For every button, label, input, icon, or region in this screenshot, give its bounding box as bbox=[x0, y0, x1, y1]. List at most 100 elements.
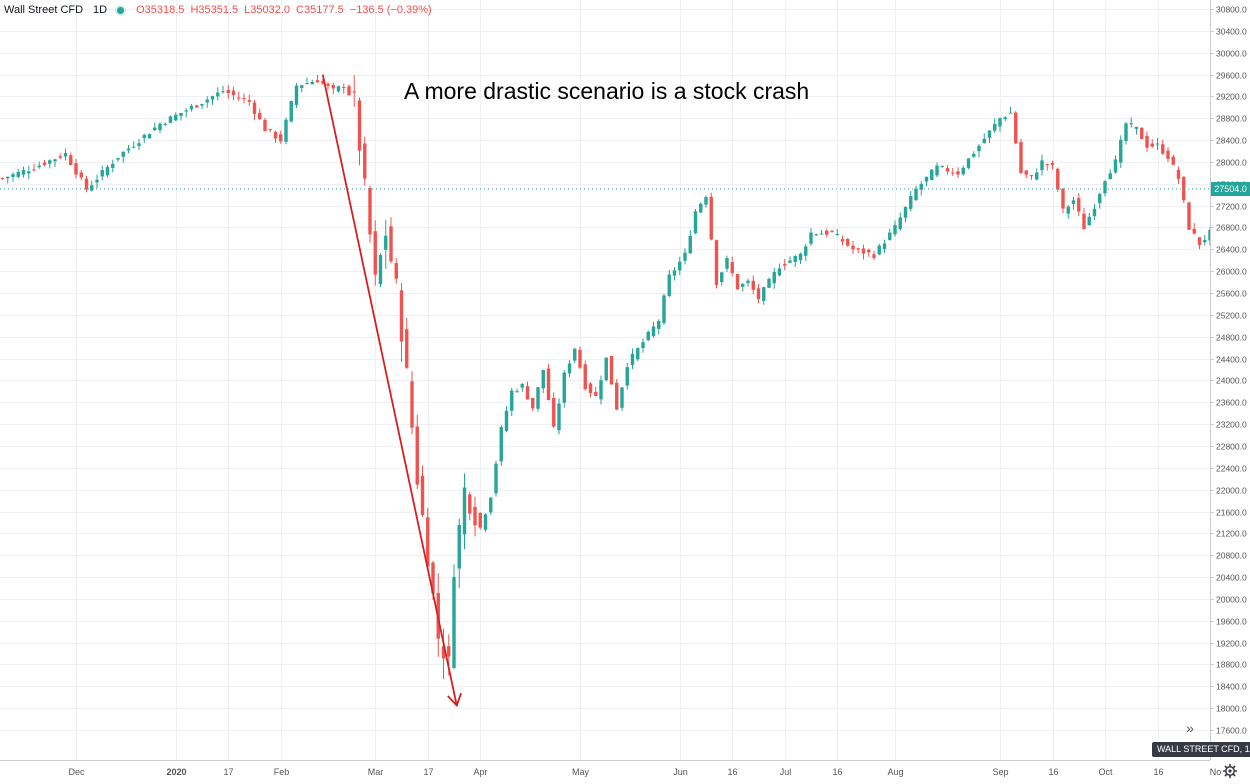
candle bbox=[69, 152, 73, 166]
time-tick-label: No bbox=[1210, 767, 1222, 777]
candle-body bbox=[515, 391, 519, 393]
candle-body bbox=[835, 233, 839, 236]
time-tick-label: Mar bbox=[368, 767, 384, 777]
price-tick-label: 18400.0 bbox=[1216, 682, 1247, 692]
candle bbox=[546, 363, 551, 401]
candle bbox=[515, 388, 519, 393]
candle bbox=[126, 145, 131, 154]
candle bbox=[1119, 135, 1123, 169]
candle bbox=[11, 172, 15, 182]
price-tick-label: 17600.0 bbox=[1216, 726, 1247, 736]
candle bbox=[709, 192, 713, 241]
candle-body bbox=[725, 258, 729, 269]
candle bbox=[347, 84, 351, 97]
candle-body bbox=[32, 169, 36, 171]
candle bbox=[378, 253, 383, 288]
candle bbox=[688, 229, 692, 254]
candle bbox=[132, 141, 136, 149]
candle-body bbox=[147, 134, 152, 139]
candle-body bbox=[604, 357, 608, 381]
candle bbox=[121, 151, 125, 163]
candle bbox=[147, 133, 152, 139]
candle-body bbox=[504, 410, 509, 431]
candle bbox=[1008, 106, 1013, 114]
candle bbox=[279, 130, 283, 144]
candle bbox=[1082, 207, 1086, 230]
candle bbox=[898, 212, 902, 231]
candle-body bbox=[1155, 143, 1160, 145]
candle-body bbox=[326, 83, 330, 86]
time-tick-label: Jun bbox=[673, 767, 688, 777]
candle-body bbox=[557, 403, 561, 431]
candle bbox=[394, 257, 398, 284]
candle bbox=[1056, 167, 1060, 193]
candle bbox=[74, 158, 78, 179]
candle-body bbox=[163, 123, 167, 125]
candle bbox=[90, 180, 94, 192]
legend-close: C35177.5 bbox=[296, 4, 344, 16]
candle bbox=[982, 133, 986, 144]
candle bbox=[646, 330, 650, 342]
candle bbox=[32, 163, 36, 172]
candle bbox=[27, 165, 31, 180]
candle bbox=[872, 250, 876, 260]
price-tick-label: 18000.0 bbox=[1216, 704, 1247, 714]
candle bbox=[1155, 138, 1160, 151]
candle bbox=[1035, 168, 1039, 181]
candle-body bbox=[189, 105, 194, 110]
candle-body bbox=[478, 512, 482, 528]
candle bbox=[216, 87, 220, 101]
price-tick-label: 28000.0 bbox=[1216, 158, 1247, 168]
candle bbox=[174, 112, 178, 122]
price-tick-label: 24400.0 bbox=[1216, 355, 1247, 365]
price-tick-label: 19600.0 bbox=[1216, 617, 1247, 627]
candle-body bbox=[389, 226, 393, 262]
candle-body bbox=[1087, 216, 1091, 226]
candle bbox=[153, 122, 157, 132]
candle bbox=[510, 387, 514, 417]
double-chevron-right-icon[interactable]: » bbox=[1186, 720, 1194, 736]
candle bbox=[357, 97, 362, 166]
candle bbox=[1161, 139, 1165, 156]
candle-body bbox=[783, 263, 787, 266]
candle-body bbox=[720, 272, 724, 283]
candle-body bbox=[16, 171, 20, 177]
candle bbox=[1077, 193, 1081, 217]
candle-body bbox=[888, 232, 892, 240]
candle bbox=[599, 375, 603, 405]
candle-body bbox=[531, 397, 535, 409]
price-tick-label: 30800.0 bbox=[1216, 5, 1247, 15]
candle bbox=[363, 136, 367, 186]
candle-body bbox=[1192, 228, 1196, 234]
candle-body bbox=[798, 253, 803, 261]
candle bbox=[657, 319, 661, 335]
candle bbox=[1134, 126, 1139, 135]
candle-body bbox=[300, 85, 304, 88]
price-tick-label: 30000.0 bbox=[1216, 49, 1247, 59]
candle bbox=[399, 283, 404, 362]
time-tick-label: Sep bbox=[992, 767, 1008, 777]
candle bbox=[268, 128, 272, 133]
candle-body bbox=[620, 387, 624, 408]
candle-body bbox=[447, 646, 451, 657]
candle bbox=[714, 239, 719, 289]
legend-high: H35351.5 bbox=[190, 4, 239, 16]
candle bbox=[321, 79, 325, 85]
candle-body bbox=[562, 372, 566, 403]
candle-body bbox=[441, 646, 446, 659]
candle-body bbox=[714, 240, 719, 285]
gear-icon[interactable] bbox=[1222, 763, 1238, 779]
candle-body bbox=[58, 156, 62, 158]
candle bbox=[331, 82, 335, 95]
candle bbox=[0, 177, 5, 180]
candle-body bbox=[846, 238, 850, 246]
candle bbox=[21, 166, 26, 178]
candle bbox=[48, 159, 52, 169]
time-tick-label: 16 bbox=[727, 767, 737, 777]
candle-body bbox=[636, 348, 640, 360]
candle-body bbox=[6, 176, 10, 179]
candle bbox=[205, 96, 209, 108]
candle-body bbox=[930, 169, 934, 181]
candle bbox=[909, 191, 913, 212]
